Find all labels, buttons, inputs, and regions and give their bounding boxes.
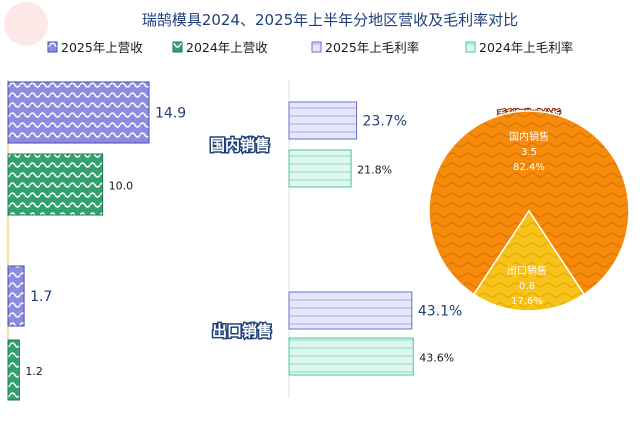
- pie-slice-2: [472, 209, 586, 312]
- chart-title: 瑞鹄模具2024、2025年上半年分地区营收及毛利率对比: [142, 11, 518, 29]
- bar-margin-2024-1: [288, 149, 352, 188]
- data-label-margin-2025-1: 23.7%: [363, 114, 407, 130]
- legend-label-4: 2024年上毛利率: [479, 40, 573, 55]
- bar-revenue-2025-1: [7, 81, 150, 144]
- category-label-1: 国内销售: [210, 136, 270, 154]
- bar-revenue-2025-2: [7, 265, 25, 327]
- bar-margin-2025-1: [288, 101, 358, 140]
- data-label-margin-2025-2: 43.1%: [418, 304, 462, 320]
- pie-label-2-2: 0.8: [519, 281, 535, 292]
- bar-revenue-2024-1: [7, 153, 104, 216]
- legend-swatch-2: [172, 41, 183, 53]
- pie-label-2-3: 17.6%: [511, 296, 543, 307]
- legend: 2025年上营收 2024年上营收 2025年上毛利率 2024年上毛利率: [47, 40, 573, 55]
- data-label-revenue-2025-1: 14.9: [155, 106, 186, 122]
- legend-swatch-4: [465, 41, 476, 53]
- bars: 14.9 10.0 23.7% 21.8% 1.7 1.2 43.1% 43.6%: [7, 81, 462, 401]
- category-label-2: 出口销售: [212, 322, 272, 340]
- pie-label-1-1: 国内销售: [509, 130, 549, 143]
- bar-margin-2024-2: [288, 337, 414, 376]
- data-label-revenue-2025-2: 1.7: [30, 289, 52, 305]
- data-label-margin-2024-2: 43.6%: [419, 352, 454, 365]
- legend-swatch-3: [311, 41, 322, 53]
- bar-margin-2025-2: [288, 291, 413, 330]
- legend-label-2: 2024年上营收: [186, 40, 268, 55]
- legend-label-3: 2025年上毛利率: [325, 40, 419, 55]
- pie-label-1-3: 82.4%: [513, 162, 545, 173]
- legend-swatch-1: [47, 41, 58, 53]
- bar-revenue-2024-2: [7, 339, 20, 401]
- data-label-revenue-2024-2: 1.2: [25, 365, 43, 378]
- data-label-revenue-2024-1: 10.0: [109, 180, 134, 193]
- pie-label-2-1: 出口销售: [507, 264, 547, 277]
- pie-label-1-2: 3.5: [521, 147, 537, 158]
- legend-label-1: 2025年上营收: [61, 40, 143, 55]
- logo-watermark: [4, 2, 48, 46]
- data-label-margin-2024-1: 21.8%: [357, 164, 392, 177]
- pie-slice-1: [428, 110, 630, 296]
